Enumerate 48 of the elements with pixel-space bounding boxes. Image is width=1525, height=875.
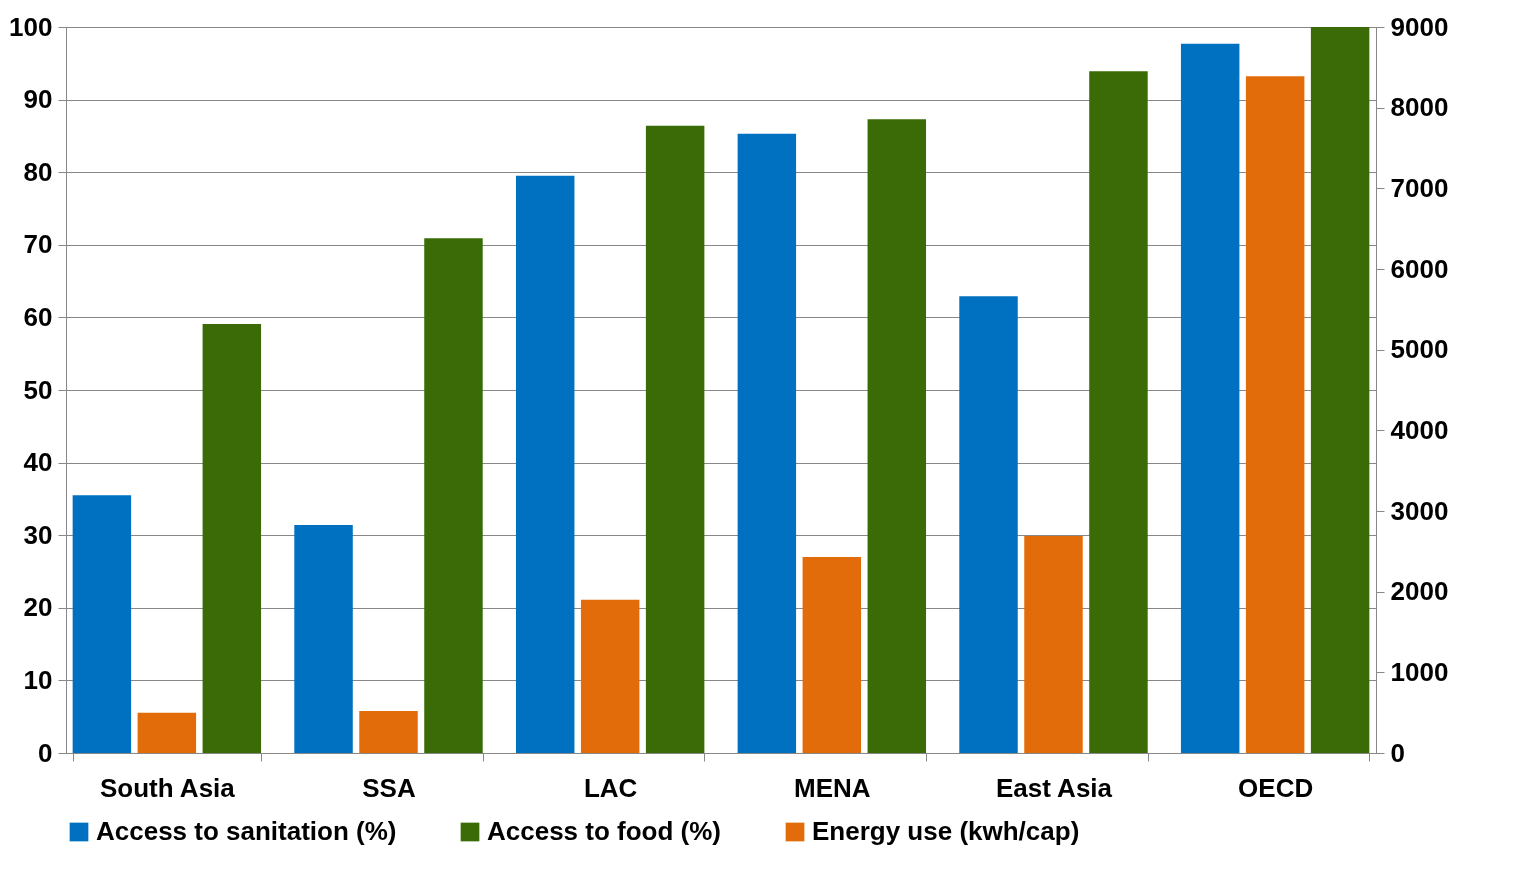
bar xyxy=(1089,71,1148,753)
y-tick-label: 30 xyxy=(23,519,53,550)
bar xyxy=(137,712,197,753)
bar xyxy=(515,175,575,753)
bar xyxy=(867,119,927,753)
legend-label: Access to sanitation (%) xyxy=(96,816,397,846)
y2-tick-label: 5000 xyxy=(1390,334,1449,365)
bar xyxy=(359,711,418,753)
legend-label: Energy use (kwh/cap) xyxy=(812,816,1080,846)
legend-label: Access to food (%) xyxy=(487,816,722,846)
y2-tick-label: 6000 xyxy=(1390,253,1449,284)
y2-tick-label: 9000 xyxy=(1390,11,1449,42)
x-tick-label: OECD xyxy=(1238,772,1314,803)
x-tick-label: MENA xyxy=(794,772,871,803)
y-tick-label: 50 xyxy=(23,374,53,405)
x-tick-label: East Asia xyxy=(995,772,1113,803)
y-tick-label: 10 xyxy=(23,664,53,695)
x-tick-label: LAC xyxy=(583,772,638,803)
y-tick-label: 60 xyxy=(23,301,53,332)
bar xyxy=(72,495,132,753)
y-tick-label: 40 xyxy=(23,447,53,478)
bar xyxy=(959,296,1018,753)
bar xyxy=(1024,536,1083,753)
y2-tick-label: 0 xyxy=(1390,737,1405,768)
bar xyxy=(424,238,483,753)
y2-tick-label: 2000 xyxy=(1390,576,1449,607)
bar xyxy=(645,125,705,753)
x-tick-label: South Asia xyxy=(99,772,236,803)
bar xyxy=(580,599,640,753)
y-tick-label: 100 xyxy=(9,11,53,42)
x-tick-label: SSA xyxy=(362,772,416,803)
y2-tick-label: 1000 xyxy=(1390,656,1449,687)
bar xyxy=(802,556,862,753)
bar xyxy=(1310,27,1370,753)
bar xyxy=(737,133,797,753)
y2-tick-label: 4000 xyxy=(1390,414,1449,445)
y-tick-label: 80 xyxy=(23,156,53,187)
bar xyxy=(1180,43,1240,753)
y2-tick-label: 3000 xyxy=(1390,495,1449,526)
bar xyxy=(294,525,353,753)
y-tick-label: 0 xyxy=(38,737,53,768)
y-tick-label: 90 xyxy=(23,84,53,115)
y2-tick-label: 7000 xyxy=(1390,172,1449,203)
y-tick-label: 20 xyxy=(23,592,53,623)
bar xyxy=(202,323,262,753)
y2-tick-label: 8000 xyxy=(1390,92,1449,123)
bar xyxy=(1245,76,1305,753)
y-tick-label: 70 xyxy=(23,229,53,260)
